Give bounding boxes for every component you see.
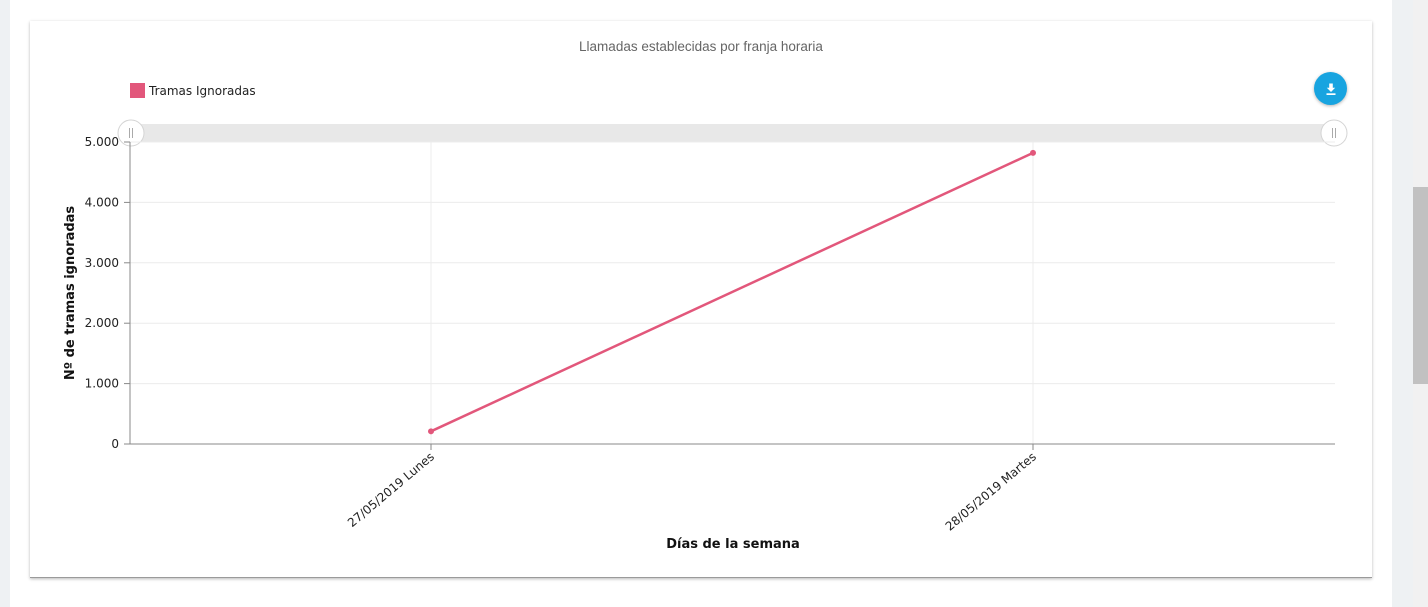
axes: 0 1.000 2.000 3.000 4.000 5.000 27/05/2019 Lun… — [85, 135, 1335, 534]
range-handle-right[interactable] — [1320, 119, 1348, 147]
y-tick-label: 2.000 — [85, 316, 119, 330]
scrollbar-thumb[interactable] — [1413, 187, 1428, 384]
download-icon — [1326, 83, 1335, 95]
range-navigator-track[interactable] — [130, 124, 1335, 142]
legend-label: Tramas Ignoradas — [149, 83, 256, 98]
legend[interactable]: Tramas Ignoradas — [130, 83, 256, 98]
y-tick-label: 3.000 — [85, 256, 119, 270]
y-axis-title: Nº de tramas ignoradas — [63, 206, 78, 381]
data-point[interactable] — [428, 428, 434, 435]
download-button[interactable] — [1314, 72, 1347, 105]
x-tick-label: 28/05/2019 Martes — [943, 450, 1039, 534]
y-tick-label: 0 — [111, 437, 119, 451]
y-tick-label: 5.000 — [85, 135, 119, 149]
y-tick-label: 1.000 — [85, 377, 119, 391]
chart-title: Llamadas establecidas por franja horaria — [579, 39, 823, 54]
chart-card: Llamadas establecidas por franja horaria… — [30, 21, 1372, 578]
range-handle-left[interactable] — [117, 119, 145, 147]
grid — [130, 141, 1335, 444]
series-line — [430, 151, 1034, 433]
x-axis-title: Días de la semana — [666, 537, 800, 552]
series — [428, 149, 1036, 435]
x-tick-label: 27/05/2019 Lunes — [345, 450, 437, 530]
data-point[interactable] — [1030, 149, 1036, 156]
legend-swatch — [130, 83, 145, 98]
y-tick-label: 4.000 — [85, 195, 119, 209]
